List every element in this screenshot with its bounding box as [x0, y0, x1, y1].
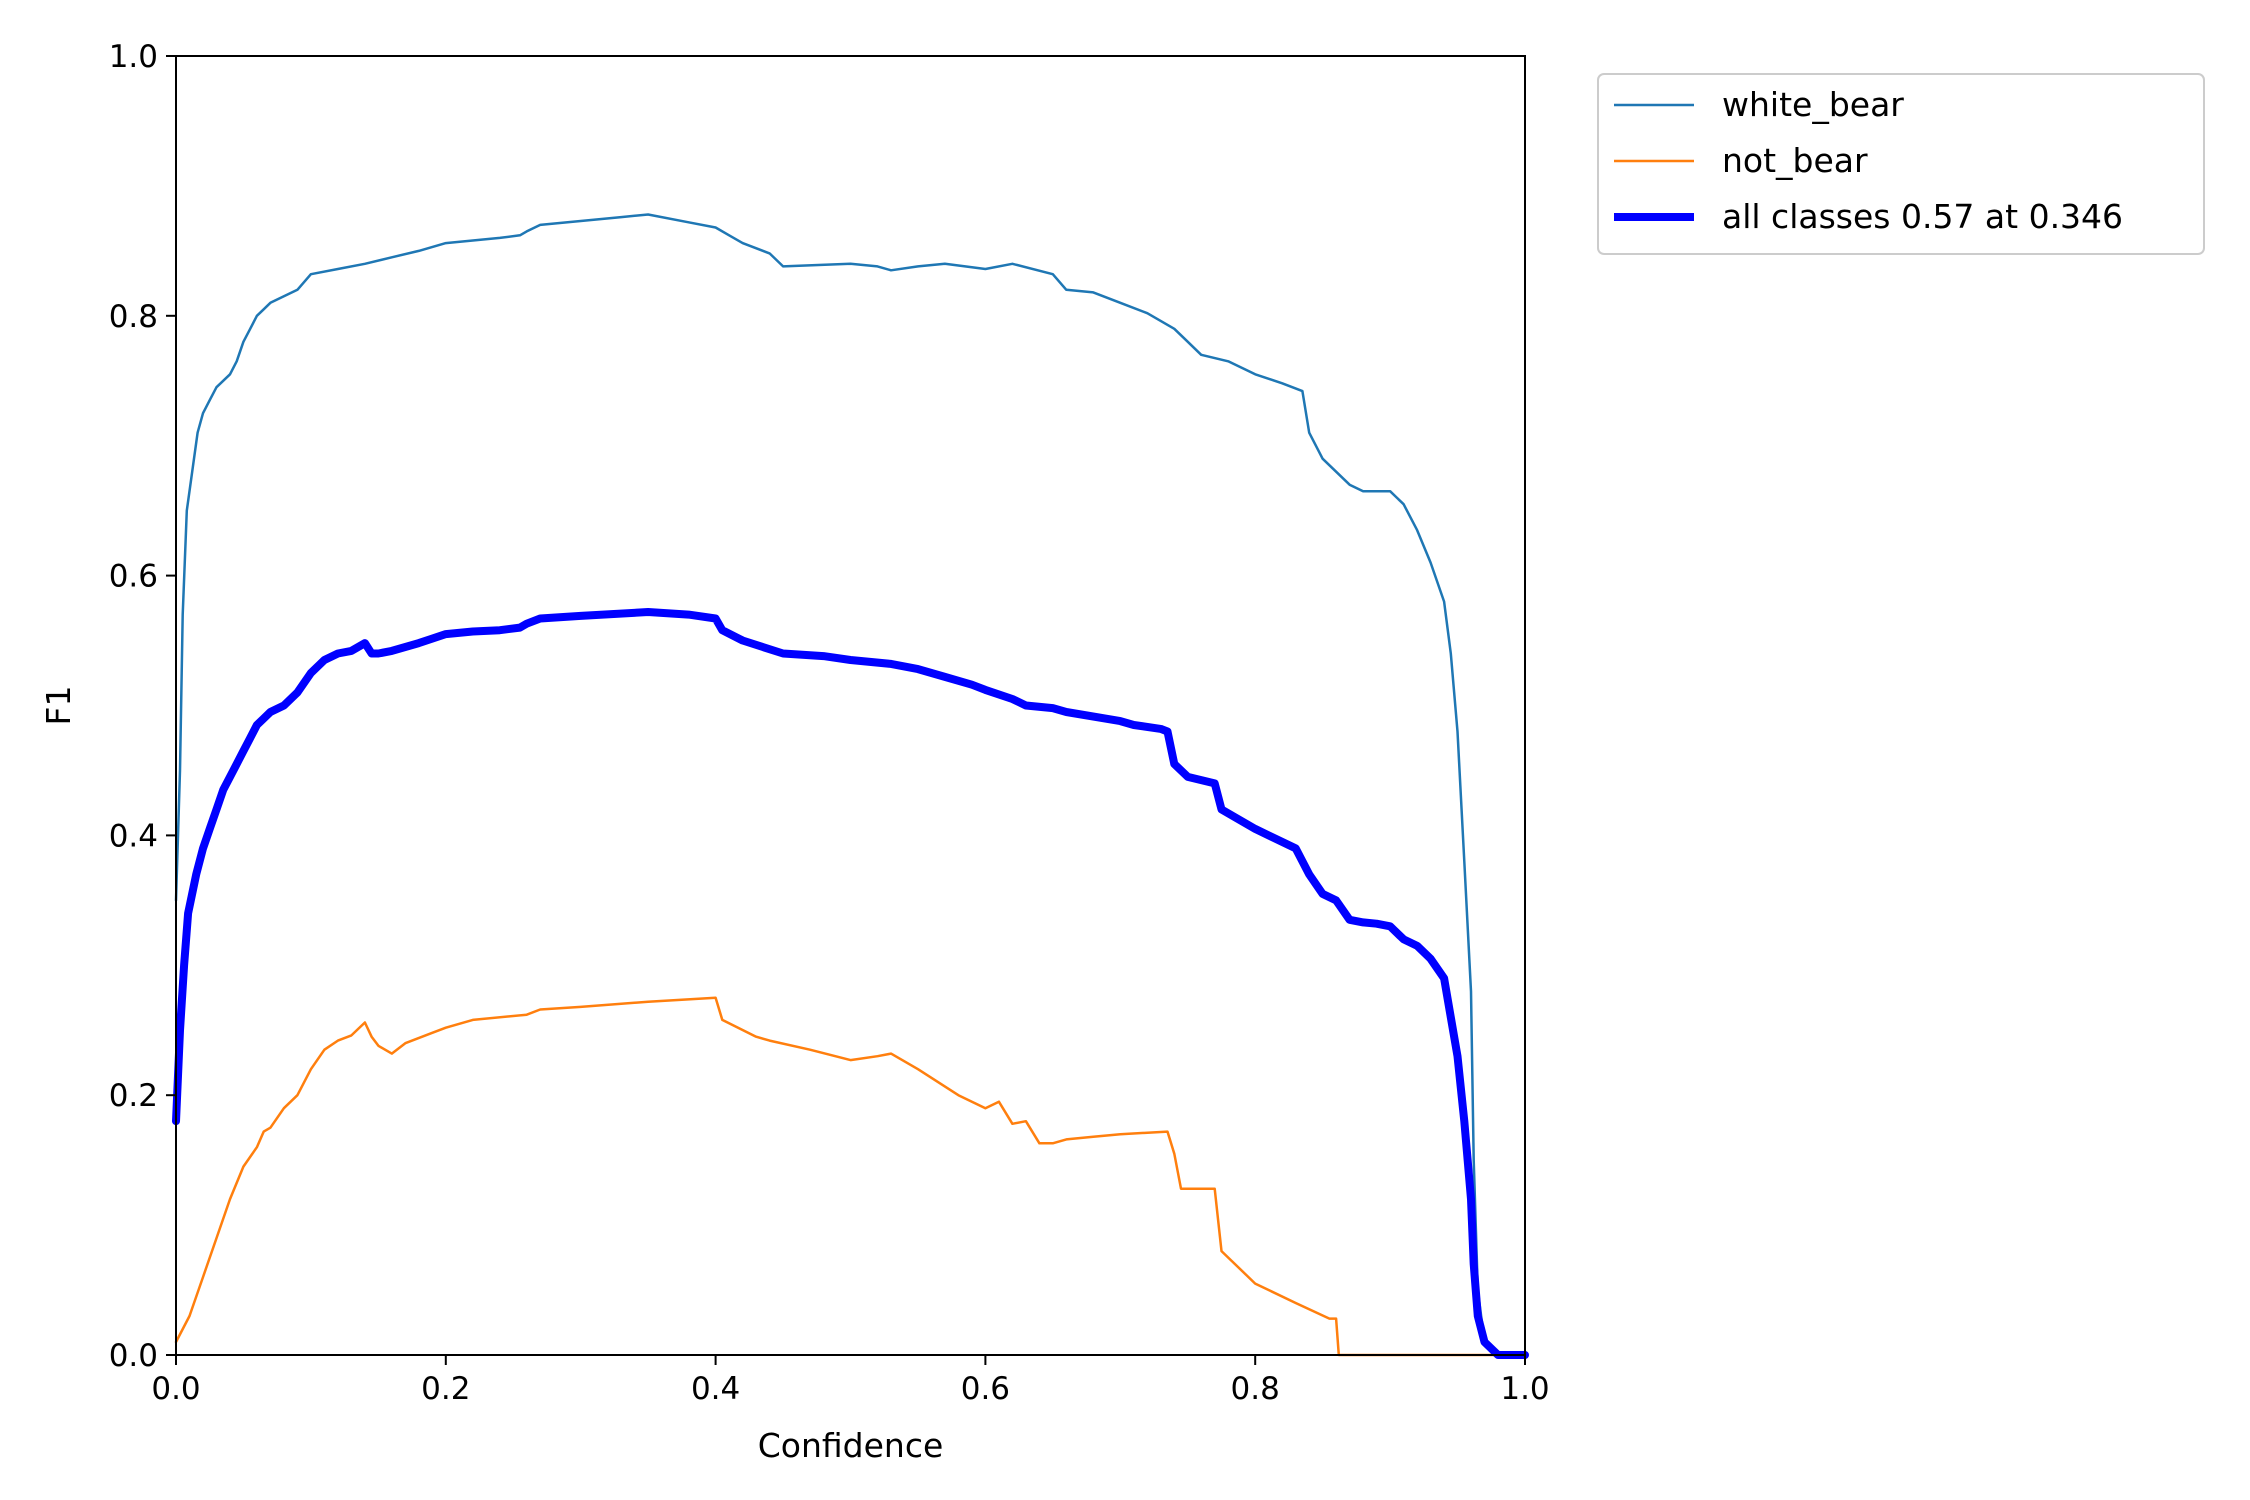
series-line-not-bear [174, 996, 1527, 1357]
legend-label: white_bear [1722, 85, 1904, 124]
legend-label: all classes 0.57 at 0.346 [1722, 197, 2123, 236]
legend-label: not_bear [1722, 141, 1868, 180]
series-line-white-bear [174, 213, 1527, 1357]
y-tick-label: 0.0 [109, 1338, 158, 1374]
y-tick-label: 0.2 [109, 1078, 158, 1114]
x-axis-ticks: 0.0 0.2 0.4 0.6 0.8 1.0 [151, 1355, 1550, 1407]
y-tick-label: 0.4 [109, 818, 158, 854]
y-tick-label: 0.8 [109, 299, 158, 335]
y-axis-ticks: 0.0 0.2 0.4 0.6 0.8 1.0 [109, 39, 176, 1374]
legend-box [1597, 73, 2205, 255]
x-tick-label: 0.8 [1231, 1371, 1280, 1407]
x-tick-label: 0.6 [961, 1371, 1010, 1407]
y-tick-label: 0.6 [109, 559, 158, 595]
series-line-all-classes-0-57-at-0-346 [172, 608, 1529, 1359]
x-tick-label: 0.4 [691, 1371, 740, 1407]
plot-frame [175, 55, 1526, 1356]
x-tick-label: 1.0 [1500, 1371, 1549, 1407]
x-axis-label: Confidence [758, 1426, 944, 1465]
y-axis-label: F1 [39, 686, 78, 726]
x-tick-label: 0.0 [151, 1371, 200, 1407]
x-tick-label: 0.2 [421, 1371, 470, 1407]
y-tick-label: 1.0 [109, 39, 158, 75]
series-layer [172, 213, 1529, 1359]
